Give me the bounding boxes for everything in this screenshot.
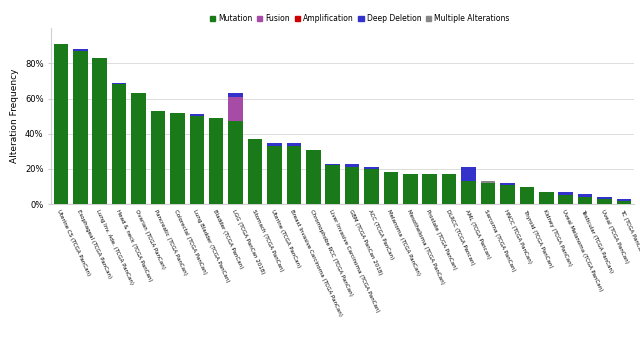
Bar [597,199,612,204]
Bar [287,146,301,204]
Bar [150,111,165,204]
Bar [228,121,243,204]
Bar [558,195,573,204]
Bar [461,167,476,181]
Bar [209,118,223,204]
Bar [461,181,476,204]
Bar [383,172,398,204]
Bar [578,194,593,197]
Bar [481,181,495,183]
Bar [267,146,282,204]
Bar [228,97,243,121]
Bar [500,185,515,204]
Bar [578,197,593,204]
Bar [325,164,340,165]
Bar [248,139,262,204]
Bar [616,201,631,204]
Bar [325,165,340,204]
Bar [267,143,282,146]
Bar [364,169,379,204]
Bar [345,164,360,167]
Bar [228,93,243,97]
Bar [73,51,88,204]
Bar [422,174,437,204]
Bar [112,83,127,84]
Legend: Mutation, Fusion, Amplification, Deep Deletion, Multiple Alterations: Mutation, Fusion, Amplification, Deep De… [207,11,513,26]
Bar [73,49,88,51]
Bar [131,93,146,204]
Bar [500,183,515,185]
Bar [112,84,127,204]
Bar [189,114,204,116]
Bar [539,192,554,204]
Bar [92,58,107,204]
Bar [520,187,534,204]
Bar [189,116,204,204]
Bar [54,44,68,204]
Bar [403,174,418,204]
Bar [364,167,379,169]
Bar [597,197,612,199]
Bar [170,113,185,204]
Bar [287,143,301,146]
Y-axis label: Alteration Frequency: Alteration Frequency [10,69,19,163]
Bar [558,192,573,195]
Bar [345,167,360,204]
Bar [306,150,321,204]
Bar [442,174,456,204]
Bar [616,199,631,201]
Bar [481,183,495,204]
